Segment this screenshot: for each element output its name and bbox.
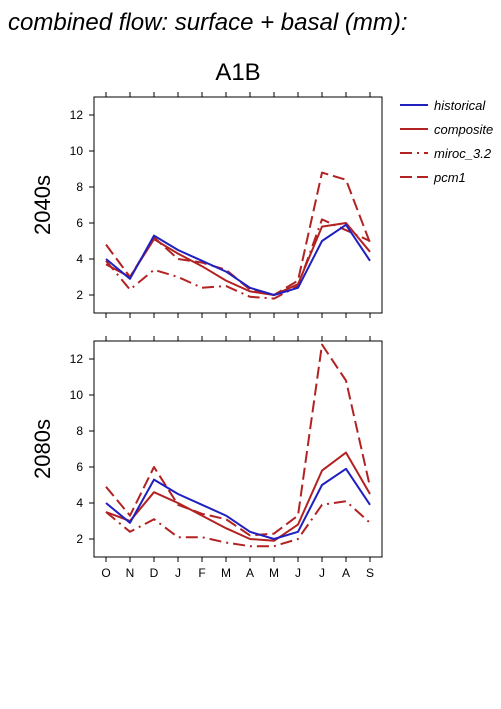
x-tick-label: F (198, 566, 205, 580)
plot-frame (93, 340, 383, 558)
y-tick-label: 10 (70, 388, 84, 402)
series-line-composite (105, 222, 371, 296)
row-label: 2040s (30, 175, 55, 235)
x-tick-label: J (175, 566, 181, 580)
y-tick-label: 4 (76, 496, 83, 510)
y-tick-label: 6 (76, 460, 83, 474)
series-line-composite (105, 451, 371, 542)
y-tick-label: 8 (76, 424, 83, 438)
series-line-miroc_3.2 (105, 218, 371, 300)
x-tick-label: M (269, 566, 279, 580)
y-tick-label: 8 (76, 180, 83, 194)
x-tick-label: N (126, 566, 135, 580)
legend-label: composite (434, 122, 493, 137)
x-tick-label: M (221, 566, 231, 580)
x-tick-label: A (246, 566, 254, 580)
y-tick-label: 6 (76, 216, 83, 230)
chart-legend: historical composite miroc_3.2 pcm1 (400, 98, 493, 185)
x-tick-label: O (101, 566, 110, 580)
y-tick-label: 12 (70, 352, 84, 366)
chart-panels: 2 4 6 8 10 12 2040s 2 4 6 8 10 12 O N D J F M A M J J A S 2080s (30, 92, 383, 580)
legend-label: miroc_3.2 (434, 146, 492, 161)
series-line-pcm1 (105, 343, 371, 537)
plot-frame (93, 96, 383, 314)
x-tick-label: J (295, 566, 301, 580)
x-tick-label: D (150, 566, 159, 580)
y-tick-label: 4 (76, 252, 83, 266)
panel-2080s: 2 4 6 8 10 12 O N D J F M A M J J A S 2080s (30, 336, 383, 580)
y-tick-label: 12 (70, 108, 84, 122)
series-line-historical (105, 223, 371, 296)
y-tick-label: 10 (70, 144, 84, 158)
scenario-title: A1B (215, 59, 260, 86)
y-tick-label: 2 (76, 288, 83, 302)
y-tick-label: 2 (76, 532, 83, 546)
series-line-miroc_3.2 (105, 500, 371, 548)
series-line-historical (105, 467, 371, 540)
legend-label: historical (434, 98, 486, 113)
x-tick-label: J (319, 566, 325, 580)
x-tick-label: A (342, 566, 350, 580)
legend-label: pcm1 (433, 170, 466, 185)
row-label: 2080s (30, 419, 55, 479)
x-tick-label: S (366, 566, 374, 580)
figure-title: combined flow: surface + basal (mm): (8, 9, 407, 36)
panel-2040s: 2 4 6 8 10 12 2040s (30, 92, 383, 318)
